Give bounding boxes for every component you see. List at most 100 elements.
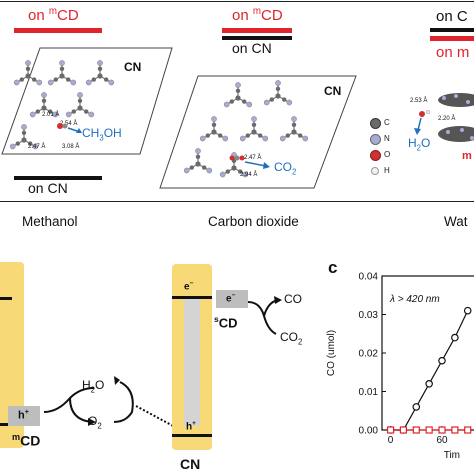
y-tick-label: 0.02 <box>359 349 379 360</box>
legend-c-dot <box>370 118 381 129</box>
cn-label-1: CN <box>124 60 142 74</box>
legend-o: O <box>370 148 390 164</box>
tag-on-m-3: on m <box>436 44 470 61</box>
y-tick-label: 0.03 <box>359 310 379 321</box>
mcd-band-cb <box>0 297 12 300</box>
co2-a: CO <box>280 330 298 344</box>
e-minus-cn-sup: − <box>189 280 194 287</box>
molecule-3: H2O <box>408 136 430 152</box>
data-point-1 <box>438 426 446 434</box>
tag-on-c-3: on C <box>436 8 468 25</box>
h-plus-box-left <box>8 406 40 426</box>
e-minus-scd: e− <box>226 292 235 304</box>
legend-n-dot <box>370 134 381 145</box>
data-point-0 <box>463 306 472 315</box>
light-condition-label: λ > 420 nm <box>389 294 440 305</box>
bond-label-3b: 2.20 Å <box>438 116 456 122</box>
molecule-3-a: H <box>408 136 417 150</box>
cn-vb-line <box>172 434 212 437</box>
tag-tail: CD <box>56 7 79 24</box>
legend-h-label: H <box>384 166 390 175</box>
molecule-arrow-3 <box>414 109 431 135</box>
bond-label-2b: 2.94 Å <box>240 172 258 178</box>
y-tick-label: 0.04 <box>359 272 379 283</box>
mcd-band-vb <box>0 423 12 426</box>
top-panel-frame <box>0 1 474 202</box>
h2o-label: H2O <box>82 378 104 394</box>
molecule-1-a: CH <box>82 126 100 140</box>
legend-c-label: C <box>384 118 390 127</box>
water-oxidation-arrows <box>43 376 189 435</box>
data-point-1 <box>464 426 472 434</box>
mcd-label-sup: m <box>12 432 21 442</box>
data-point-1 <box>451 426 459 434</box>
cd-layers-3 <box>438 93 474 142</box>
molecule-2: CO2 <box>274 160 296 176</box>
molecule-3-sub: 2 <box>416 143 422 153</box>
h-plus-left-h: h <box>18 409 25 422</box>
e-minus-cn: e− <box>184 280 193 292</box>
legend-o-dot <box>370 150 381 161</box>
legend-n: N <box>370 132 390 148</box>
legend-n-label: N <box>384 134 390 143</box>
atom-legend: C N O H <box>370 116 390 180</box>
data-point-1 <box>386 426 395 434</box>
x-tick-label: 0 <box>388 435 394 446</box>
tag-on-mcd-1: on mCD <box>28 6 79 24</box>
h2o-tail: O <box>95 378 105 392</box>
bond-label-1b: 2.54 Å <box>60 121 78 127</box>
mcd-label: mCD <box>12 432 40 449</box>
tag-on-mcd-2: on mCD <box>232 6 283 24</box>
co-label: CO <box>284 292 302 306</box>
molecule-1: CH3OH <box>82 126 122 142</box>
bond-label-1a: 2.01 Å <box>42 112 60 118</box>
bond-label-2a: 2.47 Å <box>244 155 262 161</box>
e-minus-scd-sup: − <box>231 292 236 299</box>
black-bar-1 <box>14 176 102 180</box>
caption-water: Wat <box>444 214 468 229</box>
y-axis-label: CO (umol) <box>326 330 337 376</box>
side-label-3: m <box>462 150 472 162</box>
cn-slab-2 <box>159 75 357 189</box>
molecule-2-sub: 2 <box>292 167 297 177</box>
red-bar-2 <box>222 28 292 33</box>
panel-letter-c: c <box>328 258 338 277</box>
cn-label-2: CN <box>324 84 342 98</box>
bond-label-1c: 2.47 Å <box>28 144 46 150</box>
molecule-2-a: CO <box>274 160 292 174</box>
x-axis-label: Tim <box>444 450 460 461</box>
h-plus-left-sup: + <box>24 408 29 416</box>
molecule-3-tail: O <box>421 136 431 150</box>
mcd-label-text: CD <box>20 432 41 449</box>
cn-cb-line <box>172 296 212 299</box>
cn-band-inner <box>184 298 200 426</box>
series-line-0 <box>390 310 469 431</box>
h2o-sub: 2 <box>90 385 96 395</box>
co2-label: CO2 <box>280 330 302 346</box>
h-plus-cn-sup: + <box>192 420 196 427</box>
e-minus-box <box>216 290 248 308</box>
molecule-1-sub: 3 <box>99 133 104 143</box>
caption-carbon-dioxide: Carbon dioxide <box>208 214 299 229</box>
tag-tail: CD <box>260 7 283 24</box>
data-point-0 <box>451 333 459 342</box>
data-point-1 <box>412 426 420 434</box>
red-bar-1 <box>14 28 102 33</box>
h-plus-cn-h: h <box>186 421 193 433</box>
y-tick-label: 0.00 <box>359 426 379 437</box>
legend-h: H <box>370 164 390 180</box>
bond-label-1d: 3.08 Å <box>62 144 80 150</box>
tag-sup: m <box>48 6 57 17</box>
co2-reduction-arrows <box>247 296 282 335</box>
black-bar-3 <box>430 28 474 32</box>
y-tick-label: 0.01 <box>359 387 379 398</box>
h2o-a: H <box>82 378 91 392</box>
scd-sup: s <box>214 314 219 324</box>
h-plus-left: h+ <box>18 408 29 422</box>
molecule-arrow-2 <box>229 155 270 169</box>
x-tick-label: 60 <box>436 435 448 446</box>
data-point-0 <box>412 403 421 411</box>
co2-sub: 2 <box>298 337 303 347</box>
bond-label-3a: 2.53 Å <box>410 98 428 104</box>
e-minus-scd-e: e <box>226 293 232 305</box>
